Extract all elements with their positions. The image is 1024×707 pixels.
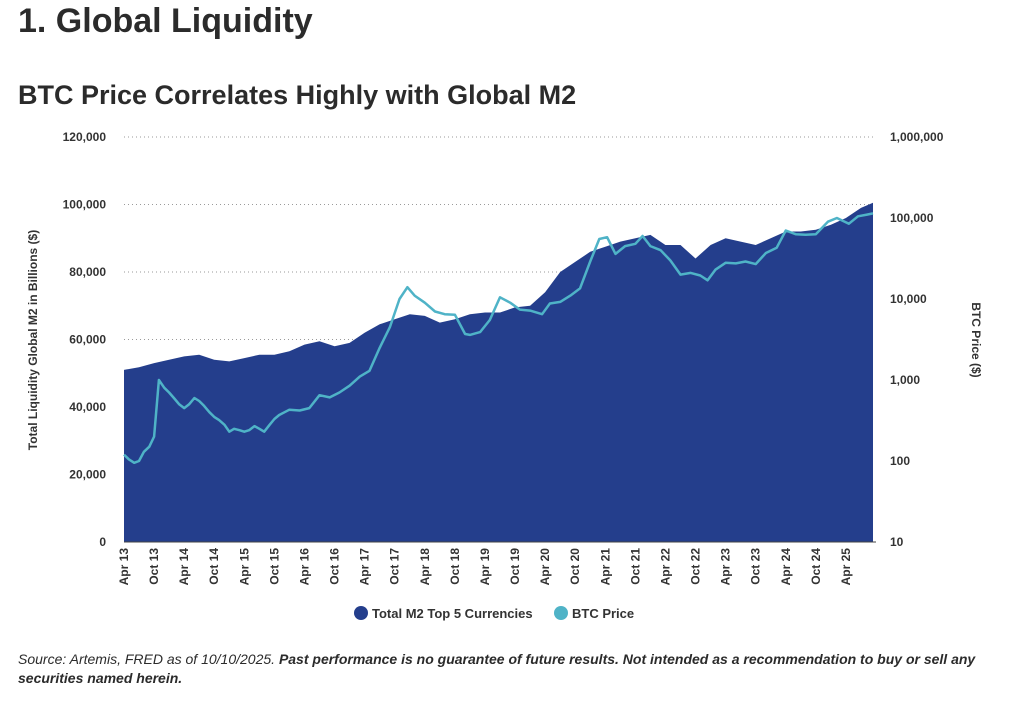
y-tick-label: 120,000 bbox=[63, 130, 107, 144]
y2-axis-title: BTC Price ($) bbox=[969, 302, 983, 377]
x-tick-label: Apr 25 bbox=[839, 548, 853, 586]
x-tick-label: Apr 14 bbox=[177, 548, 191, 586]
x-tick-label: Apr 15 bbox=[237, 548, 251, 586]
btc-price-line bbox=[123, 212, 874, 465]
x-tick-label: Oct 13 bbox=[147, 548, 161, 585]
y-tick-label: 80,000 bbox=[69, 265, 106, 279]
y2-tick-label: 10,000 bbox=[890, 292, 927, 306]
y2-tick-label: 1,000 bbox=[890, 373, 920, 387]
y-tick-label: 40,000 bbox=[69, 400, 106, 414]
x-tick-label: Oct 17 bbox=[388, 548, 402, 585]
legend: Total M2 Top 5 Currencies BTC Price bbox=[354, 606, 634, 621]
x-tick-label: Oct 23 bbox=[749, 548, 763, 585]
x-tick-label: Apr 22 bbox=[658, 548, 672, 586]
x-axis: Apr 13 Oct 13 Apr 14 Oct 14 Apr 15 Oct 15 Apr … bbox=[117, 548, 853, 586]
y-tick-label: 20,000 bbox=[69, 468, 106, 482]
x-tick-label: Oct 19 bbox=[508, 548, 522, 585]
x-tick-label: Apr 21 bbox=[598, 548, 612, 586]
y2-tick-label: 100 bbox=[890, 454, 910, 468]
y-axis-title: Total Liquidity Global M2 in Billions ($… bbox=[26, 230, 40, 450]
x-tick-label: Apr 18 bbox=[418, 548, 432, 586]
y2-tick-label: 1,000,000 bbox=[890, 130, 944, 144]
y-tick-label: 0 bbox=[99, 535, 106, 549]
x-tick-label: Oct 18 bbox=[448, 548, 462, 585]
y-tick-label: 60,000 bbox=[69, 333, 106, 347]
x-tick-label: Apr 17 bbox=[358, 548, 372, 586]
legend-marker-btc bbox=[554, 606, 568, 620]
x-tick-label: Oct 16 bbox=[328, 548, 342, 585]
x-tick-label: Apr 20 bbox=[538, 548, 552, 586]
x-tick-label: Oct 22 bbox=[689, 548, 703, 585]
legend-label-m2: Total M2 Top 5 Currencies bbox=[372, 606, 533, 621]
legend-label-btc: BTC Price bbox=[572, 606, 634, 621]
x-tick-label: Apr 19 bbox=[478, 548, 492, 586]
right-y-axis: 10 100 1,000 10,000 100,000 1,000,000 bbox=[890, 130, 944, 549]
y-tick-label: 100,000 bbox=[63, 198, 107, 212]
footnote: Source: Artemis, FRED as of 10/10/2025. … bbox=[18, 650, 1008, 688]
legend-marker-m2 bbox=[354, 606, 368, 620]
chart-title: BTC Price Correlates Highly with Global … bbox=[18, 80, 577, 110]
x-tick-label: Oct 14 bbox=[207, 548, 221, 585]
chart-canvas: 0 20,000 40,000 60,000 80,000 100,000 120,000 1… bbox=[26, 130, 983, 621]
x-tick-label: Oct 20 bbox=[568, 548, 582, 585]
disclaimer: Past performance is no guarantee of futu… bbox=[18, 651, 976, 686]
x-tick-label: Oct 15 bbox=[267, 548, 281, 585]
left-y-axis: 0 20,000 40,000 60,000 80,000 100,000 120,000 bbox=[63, 130, 107, 549]
x-tick-label: Oct 21 bbox=[628, 548, 642, 585]
page-title: 1. Global Liquidity bbox=[18, 2, 313, 40]
y2-tick-label: 10 bbox=[890, 535, 904, 549]
x-tick-label: Apr 13 bbox=[117, 548, 131, 586]
x-tick-label: Apr 23 bbox=[719, 548, 733, 586]
x-tick-label: Oct 24 bbox=[809, 548, 823, 585]
m2-area bbox=[124, 202, 873, 543]
y2-tick-label: 100,000 bbox=[890, 211, 934, 225]
x-tick-label: Apr 16 bbox=[297, 548, 311, 586]
source-note: Source: Artemis, FRED as of 10/10/2025. bbox=[18, 651, 276, 667]
x-tick-label: Apr 24 bbox=[779, 548, 793, 586]
